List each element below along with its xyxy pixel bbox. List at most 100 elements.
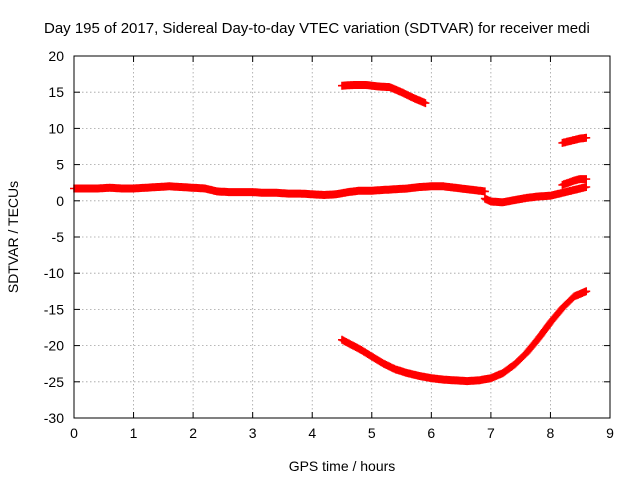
data-point xyxy=(525,351,528,355)
data-point xyxy=(483,197,487,200)
data-point xyxy=(394,188,397,191)
data-point xyxy=(340,338,344,342)
series-markers xyxy=(338,287,591,386)
y-tick-label: -15 xyxy=(44,301,64,317)
data-point xyxy=(579,177,582,181)
data-series xyxy=(480,183,591,207)
x-tick-label: 1 xyxy=(130,425,138,441)
data-point xyxy=(442,378,445,381)
data-point xyxy=(311,193,314,196)
data-point xyxy=(430,376,433,380)
data-point xyxy=(346,190,350,194)
data-point xyxy=(227,190,231,194)
axis-ticks: 0 1 2 3 4 5 6 7 8 9 -30 -25 -20 -15 -10 -5 0 5 10 15 20 xyxy=(44,48,614,441)
data-point xyxy=(400,91,403,94)
data-point xyxy=(573,138,576,142)
data-point xyxy=(477,379,481,382)
data-point xyxy=(299,192,302,195)
data-point xyxy=(549,194,552,197)
data-point xyxy=(513,198,516,202)
x-tick-label: 2 xyxy=(189,425,197,441)
data-points xyxy=(70,81,591,386)
data-point xyxy=(388,85,391,89)
data-point xyxy=(513,363,516,366)
data-series xyxy=(338,81,430,108)
data-series xyxy=(70,182,489,199)
data-point xyxy=(573,295,576,298)
y-tick-label: 10 xyxy=(48,120,64,136)
data-point xyxy=(537,195,540,198)
data-point xyxy=(251,190,254,194)
data-point xyxy=(561,183,564,187)
data-point xyxy=(442,185,445,188)
data-point xyxy=(561,191,564,195)
data-series xyxy=(558,133,591,147)
x-tick-label: 3 xyxy=(249,425,257,441)
data-point xyxy=(573,179,576,182)
x-tick-label: 0 xyxy=(70,425,78,441)
data-point xyxy=(465,379,469,383)
data-point xyxy=(340,84,344,87)
data-point xyxy=(418,374,421,378)
data-point xyxy=(561,306,564,310)
data-point xyxy=(376,85,379,88)
data-point xyxy=(358,348,362,351)
data-point xyxy=(465,188,469,191)
data-point xyxy=(203,187,207,190)
data-series xyxy=(338,287,591,386)
data-point xyxy=(453,379,457,382)
data-point xyxy=(275,191,278,195)
data-point xyxy=(358,189,362,192)
data-point xyxy=(382,362,385,365)
data-point xyxy=(364,83,368,87)
y-axis-label: SDTVAR / TECUs xyxy=(5,181,21,293)
series-markers xyxy=(70,182,489,199)
x-axis-label: GPS time / hours xyxy=(289,458,396,474)
data-point xyxy=(84,187,88,190)
y-tick-label: -30 xyxy=(44,410,64,426)
data-point xyxy=(489,376,493,380)
series-markers xyxy=(480,183,591,207)
data-point xyxy=(489,200,493,203)
y-tick-label: 15 xyxy=(48,84,64,100)
y-tick-label: 0 xyxy=(56,193,64,209)
data-point xyxy=(370,189,373,192)
data-point xyxy=(584,136,588,140)
data-point xyxy=(561,141,564,145)
data-point xyxy=(477,189,481,192)
data-point xyxy=(156,185,159,189)
data-point xyxy=(370,355,373,358)
chart-title: Day 195 of 2017, Sidereal Day-to-day VTE… xyxy=(44,20,590,37)
data-point xyxy=(263,191,266,195)
grid xyxy=(74,56,610,418)
data-point xyxy=(501,371,504,375)
data-point xyxy=(430,185,433,188)
data-series xyxy=(558,175,591,189)
x-tick-label: 6 xyxy=(427,425,435,441)
data-point xyxy=(180,185,183,189)
data-point xyxy=(132,187,135,190)
data-point xyxy=(501,201,504,204)
data-point xyxy=(406,187,409,190)
data-point xyxy=(322,193,326,197)
data-point xyxy=(418,185,421,189)
data-point xyxy=(584,185,588,189)
data-point xyxy=(525,196,528,200)
data-point xyxy=(584,290,588,293)
data-point xyxy=(96,187,100,190)
data-point xyxy=(239,190,242,194)
y-tick-label: -5 xyxy=(52,229,65,245)
data-point xyxy=(287,192,290,195)
data-point xyxy=(406,371,409,375)
data-point xyxy=(573,188,576,192)
data-point xyxy=(549,321,552,324)
data-point xyxy=(334,193,338,196)
data-point xyxy=(215,190,219,193)
x-tick-label: 8 xyxy=(547,425,555,441)
data-point xyxy=(453,186,457,189)
series-markers xyxy=(338,81,430,108)
y-tick-label: -25 xyxy=(44,374,64,390)
x-tick-label: 4 xyxy=(308,425,316,441)
data-point xyxy=(537,337,540,340)
